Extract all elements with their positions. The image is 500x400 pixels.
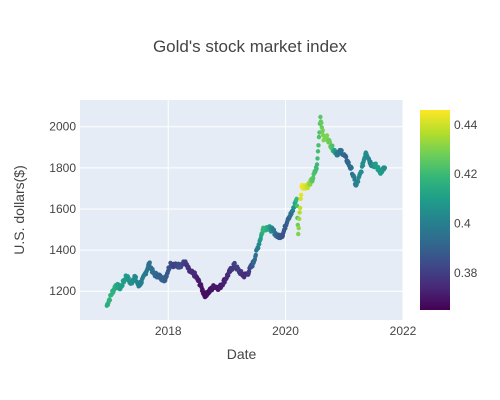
data-point: [355, 179, 361, 184]
y-tick-label: 2000: [49, 120, 76, 134]
data-point: [324, 133, 330, 138]
data-point: [319, 120, 324, 126]
data-point: [296, 231, 301, 237]
colorbar-tick-label: 0.44: [454, 118, 478, 132]
data-point: [232, 260, 237, 266]
x-tick-label: 2020: [272, 324, 299, 338]
data-point: [260, 231, 265, 236]
x-axis-ticks: 2018 2020 2022: [155, 324, 417, 338]
data-point: [296, 225, 301, 231]
data-point: [320, 128, 325, 133]
data-point: [314, 162, 320, 167]
data-point: [316, 134, 322, 140]
data-point: [256, 245, 261, 251]
data-point: [330, 143, 335, 148]
data-point: [298, 192, 304, 198]
data-point: [314, 166, 319, 171]
data-point: [315, 149, 321, 154]
colorbar-ticks: 0.38 0.4 0.42 0.44: [454, 118, 478, 280]
y-tick-label: 1400: [49, 243, 76, 257]
data-point: [308, 182, 313, 187]
colorbar-tick-label: 0.42: [454, 167, 478, 181]
data-point: [246, 269, 252, 274]
data-point: [296, 216, 302, 222]
data-point: [298, 196, 303, 202]
data-point: [318, 114, 323, 120]
y-tick-label: 1200: [49, 284, 76, 298]
data-point: [349, 165, 354, 171]
data-point: [294, 196, 299, 202]
data-point: [147, 260, 152, 265]
data-point: [107, 297, 113, 303]
data-point: [200, 287, 205, 292]
data-point: [382, 165, 388, 171]
data-point: [294, 203, 300, 208]
y-axis-title: U.S. dollars($): [11, 165, 27, 254]
data-point: [316, 143, 321, 148]
x-tick-label: 2018: [155, 324, 182, 338]
colorbar: [420, 110, 450, 310]
data-point: [120, 283, 125, 288]
data-point: [297, 205, 303, 211]
y-axis-ticks: 1200 1400 1600 1800 2000: [49, 120, 76, 298]
data-point: [343, 154, 349, 160]
y-tick-label: 1600: [49, 202, 76, 216]
data-point: [327, 140, 333, 145]
data-point: [359, 169, 364, 175]
data-point: [297, 210, 302, 215]
data-point: [339, 148, 344, 153]
data-point: [253, 252, 258, 258]
x-tick-label: 2022: [390, 324, 417, 338]
x-axis-title: Date: [227, 346, 257, 362]
data-points: [104, 114, 388, 308]
y-tick-label: 1800: [49, 161, 76, 175]
grid-lines: [80, 100, 404, 320]
data-point: [310, 175, 316, 181]
plot-area: [80, 100, 403, 320]
data-point: [133, 274, 139, 280]
chart-title: Gold's stock market index: [153, 37, 348, 56]
colorbar-tick-label: 0.38: [454, 266, 478, 280]
data-point: [315, 156, 320, 161]
colorbar-tick-label: 0.4: [454, 217, 471, 231]
data-point: [196, 278, 202, 284]
data-point: [360, 163, 366, 168]
data-point: [257, 241, 262, 247]
